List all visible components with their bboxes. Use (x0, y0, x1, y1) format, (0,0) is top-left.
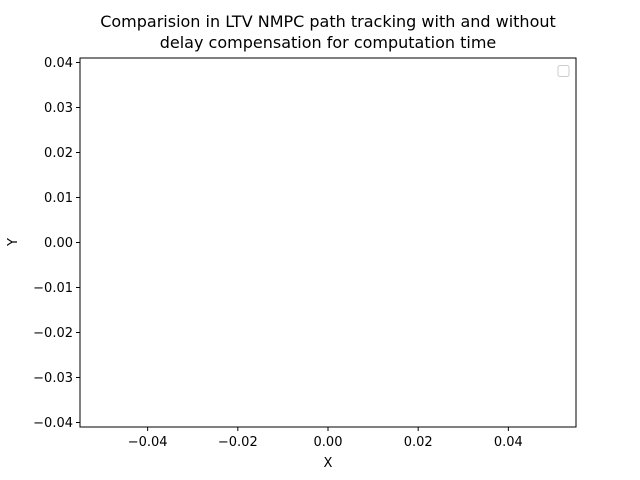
x-tick-label: 0.04 (494, 435, 523, 450)
x-tick-label: 0.02 (404, 435, 433, 450)
y-tick-label: 0.01 (44, 191, 73, 206)
y-tick-label: 0.03 (44, 101, 73, 116)
y-tick-label: 0.04 (44, 56, 73, 71)
y-tick-label: 0.00 (44, 236, 73, 251)
x-tick-label: 0.00 (314, 435, 343, 450)
plot-frame (79, 57, 577, 428)
y-tick-label: −0.02 (33, 326, 73, 341)
chart-title-line-2: delay compensation for computation time (159, 33, 497, 52)
x-axis-label: X (324, 456, 333, 471)
y-tick-label: 0.02 (44, 146, 73, 161)
y-axis-ticks: −0.04 −0.03 −0.02 −0.01 0.00 0.01 0.02 0.03 0.04 (33, 56, 80, 431)
x-axis-ticks: −0.04 −0.02 0.00 0.02 0.04 (128, 427, 523, 450)
x-tick-label: −0.04 (128, 435, 168, 450)
legend-box (557, 65, 570, 77)
y-axis-label: Y (6, 238, 21, 247)
y-tick-label: −0.03 (33, 371, 73, 386)
x-tick-label: −0.02 (218, 435, 258, 450)
y-tick-label: −0.01 (33, 281, 73, 296)
chart-title-line-1: Comparision in LTV NMPC path tracking wi… (100, 12, 556, 31)
y-tick-label: −0.04 (33, 416, 73, 431)
